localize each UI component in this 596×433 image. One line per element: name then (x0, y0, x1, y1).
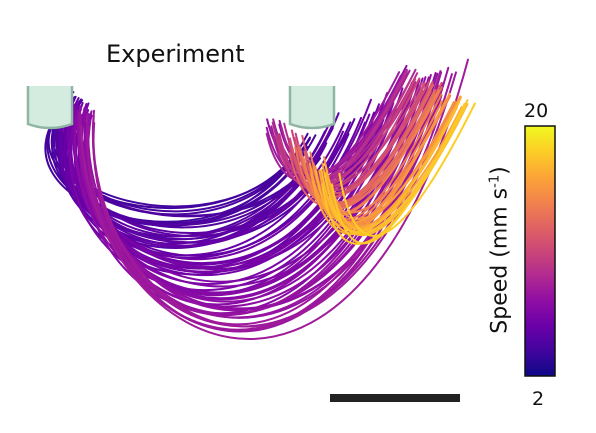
trajectory-curve (78, 74, 432, 315)
trajectory-curve-fast (294, 93, 436, 210)
figure-title: Experiment (106, 40, 245, 68)
trajectory-curve-fast (320, 101, 461, 233)
trajectory-curve (60, 97, 345, 247)
trajectory-curve-fast (289, 90, 425, 199)
trajectory-curve (55, 93, 328, 218)
scale-bar (330, 394, 460, 402)
trajectory-curve-fast (302, 89, 440, 217)
inlet-left (26, 86, 74, 130)
inlet-right (288, 86, 336, 130)
trajectory-curve-fast (308, 95, 462, 225)
trajectories (44, 58, 476, 340)
colorbar-max-label: 20 (524, 100, 549, 122)
trajectory-curve-fast (338, 102, 476, 237)
trajectory-curve (80, 58, 469, 340)
trajectory-curve (64, 97, 352, 244)
colorbar-axis-label: Speed (mm s-1) (487, 166, 513, 334)
colorbar-min-label: 2 (532, 388, 545, 410)
colorbar (524, 125, 556, 377)
